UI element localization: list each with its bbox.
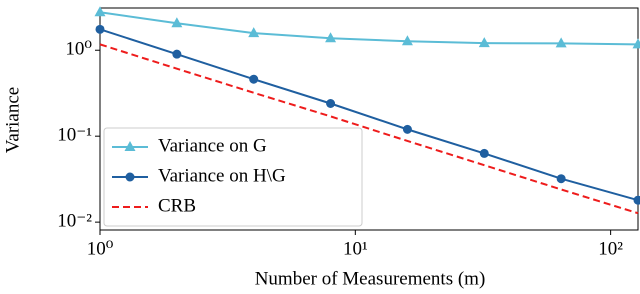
series-line (99, 28, 639, 202)
y-tick-label: 10⁰ (65, 39, 92, 60)
marker (249, 74, 259, 84)
legend-box (103, 127, 363, 227)
x-axis-label: Number of Measurements (m) (255, 268, 486, 289)
y-tick-label: 10⁻² (57, 210, 92, 231)
legend-marker (124, 141, 136, 151)
legend-label: Variance on G (158, 135, 267, 156)
series-line (99, 11, 639, 46)
legend-label: Variance on H\G (158, 165, 286, 186)
marker (326, 99, 336, 109)
marker (172, 49, 182, 59)
marker (325, 32, 337, 43)
marker (479, 148, 489, 158)
marker (248, 27, 260, 38)
legend-label: CRB (158, 195, 196, 216)
marker (171, 17, 183, 28)
marker (633, 195, 640, 205)
x-tick-label: 10² (598, 238, 623, 259)
y-axis-label: Variance (2, 87, 23, 153)
marker (478, 37, 490, 48)
y-tick-label: 10⁻¹ (57, 125, 92, 146)
series-line (99, 43, 639, 215)
marker (402, 124, 412, 134)
marker (555, 37, 567, 48)
marker (401, 35, 413, 46)
marker (632, 38, 640, 49)
legend-marker (125, 172, 135, 182)
marker (556, 174, 566, 184)
plot-frame (99, 7, 639, 231)
marker (94, 6, 106, 17)
marker (95, 24, 105, 34)
x-tick-label: 10¹ (343, 238, 368, 259)
x-tick-label: 10⁰ (87, 238, 114, 259)
